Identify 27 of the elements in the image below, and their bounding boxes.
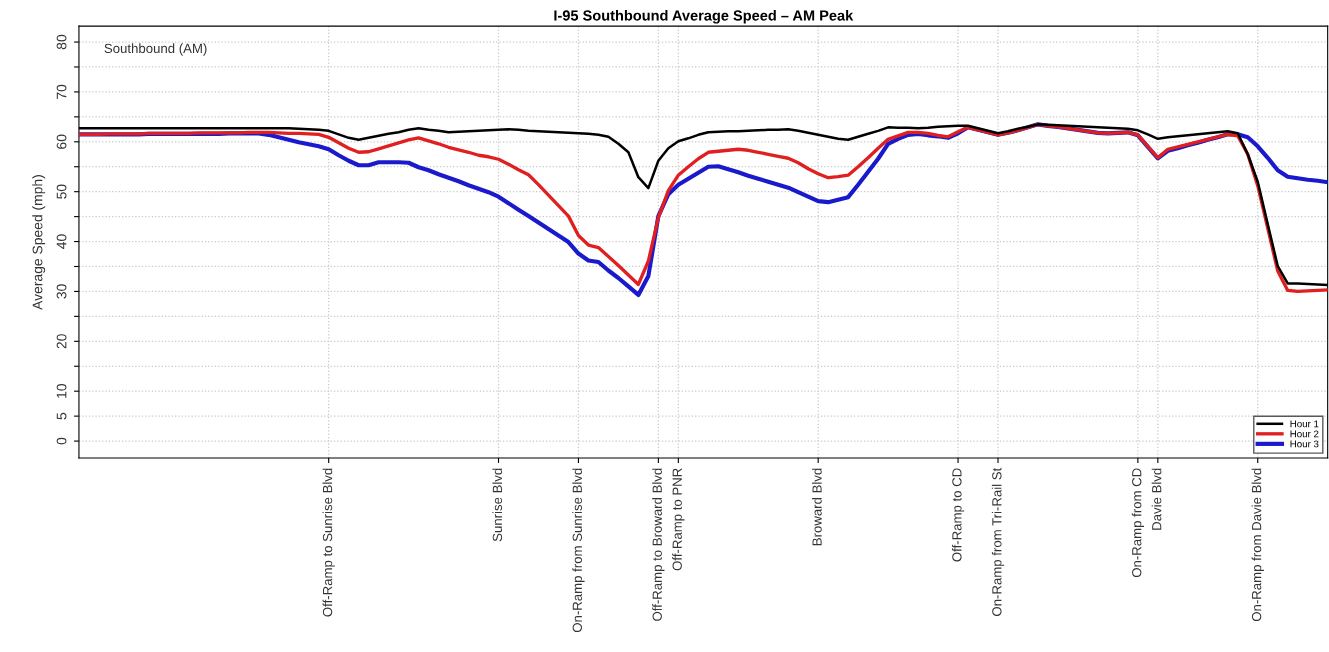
y-tick-label: 30 [56,284,67,299]
y-tick-label: 40 [56,234,67,249]
y-tick-label: 80 [56,34,67,50]
chart-title: I-95 Southbound Average Speed – AM Peak [554,9,854,24]
legend-label: Hour 3 [1290,440,1319,448]
y-tick-label: 50 [56,184,67,199]
legend-label: Hour 1 [1290,420,1319,428]
x-tick-label: On-Ramp from Tri-Rail St [991,467,1005,616]
x-tick-label: Sunrise Blvd [492,468,503,542]
y-tick-label: 0 [56,437,67,445]
x-tick-label: Off-Ramp to CD [951,468,965,562]
y-tick-label: 70 [56,84,67,99]
y-tick-label: 10 [56,384,67,398]
x-tick-label: Off-Ramp to PNR [672,468,685,571]
x-tick-label: On-Ramp from Davie Blvd [1251,468,1264,622]
x-tick-label: Off-Ramp to Sunrise Blvd [322,468,335,617]
x-tick-label: Off-Ramp to Broward Blvd [652,468,665,621]
x-tick-label: On-Ramp from CD [1131,468,1145,578]
x-tick-label: Broward Blvd [812,468,822,546]
annotation: Southbound (AM) [104,43,207,56]
legend-label: Hour 2 [1290,430,1319,438]
y-tick-label: 20 [56,334,67,349]
y-axis-title: Average Speed (mph) [32,175,46,310]
y-tick-label: 5 [56,412,67,420]
x-tick-label: Davie Blvd [1151,468,1162,530]
y-tick-label: 60 [56,134,67,149]
x-tick-label: On-Ramp from Sunrise Blvd [572,468,585,633]
